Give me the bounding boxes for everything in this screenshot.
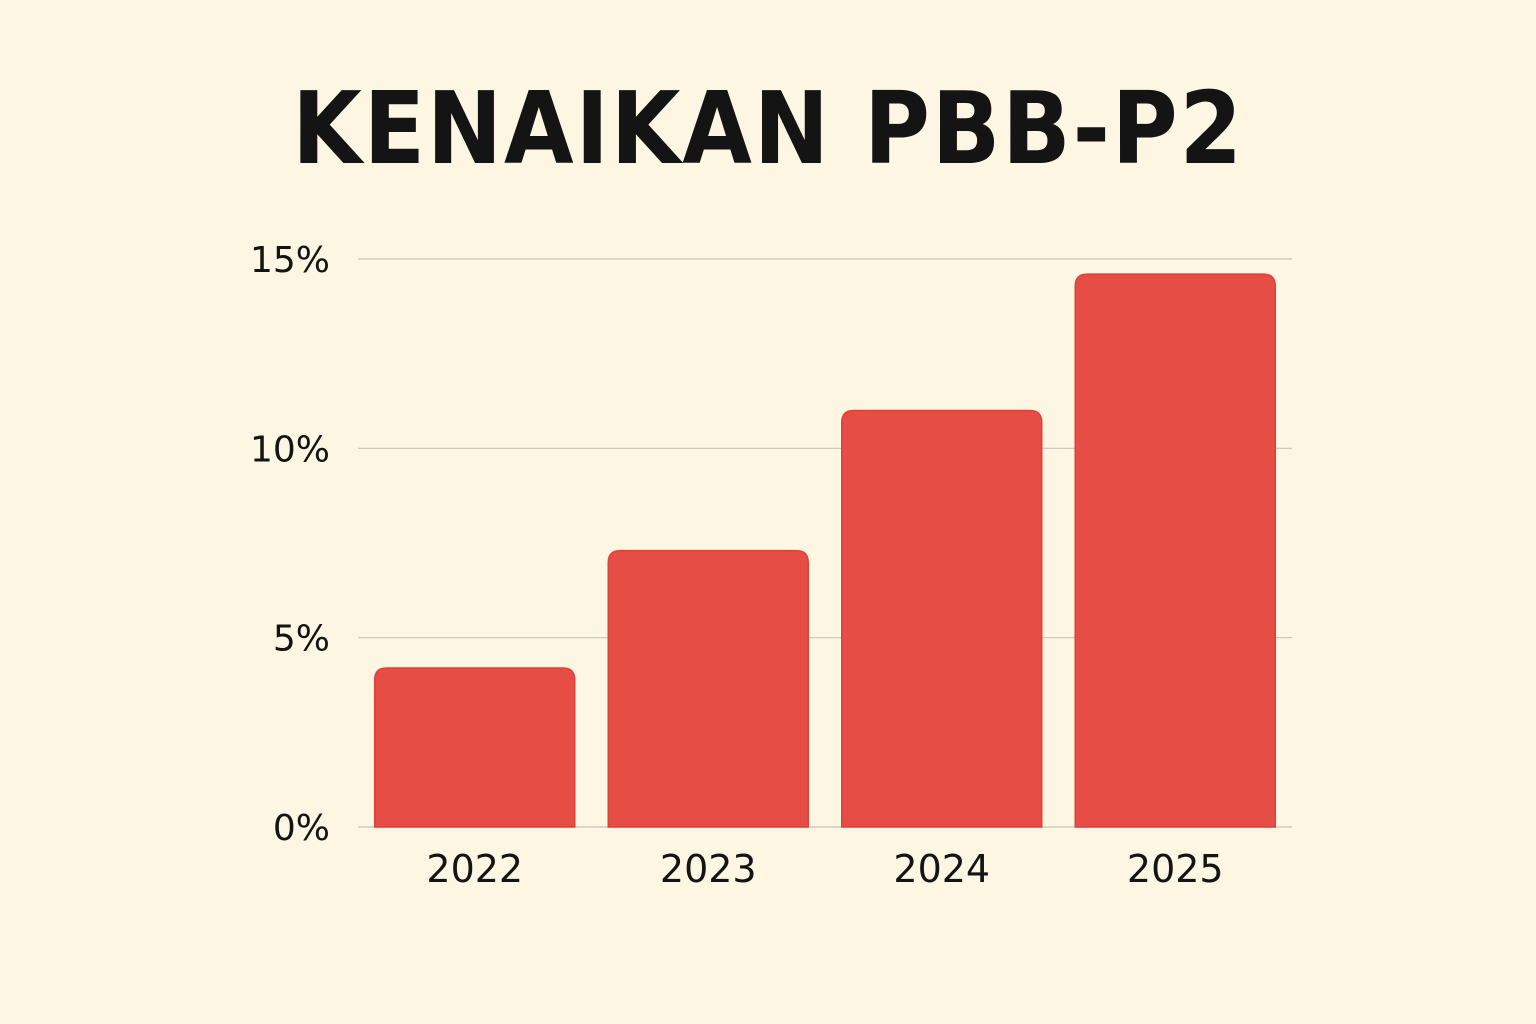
bar-2025 bbox=[1074, 273, 1276, 828]
x-tick-label: 2025 bbox=[1127, 847, 1224, 891]
x-tick-label: 2022 bbox=[426, 847, 523, 891]
y-tick-label: 5% bbox=[273, 619, 330, 660]
chart-title: KENAIKAN PBB-P2 bbox=[292, 70, 1244, 187]
y-tick-label: 10% bbox=[250, 429, 330, 470]
bar-2022 bbox=[374, 667, 576, 828]
y-tick-label: 0% bbox=[273, 808, 330, 849]
y-tick-label: 15% bbox=[250, 240, 330, 281]
bar-2023 bbox=[607, 549, 809, 828]
x-tick-label: 2023 bbox=[660, 847, 757, 891]
x-tick-label: 2024 bbox=[893, 847, 990, 891]
bar-2024 bbox=[841, 409, 1043, 828]
